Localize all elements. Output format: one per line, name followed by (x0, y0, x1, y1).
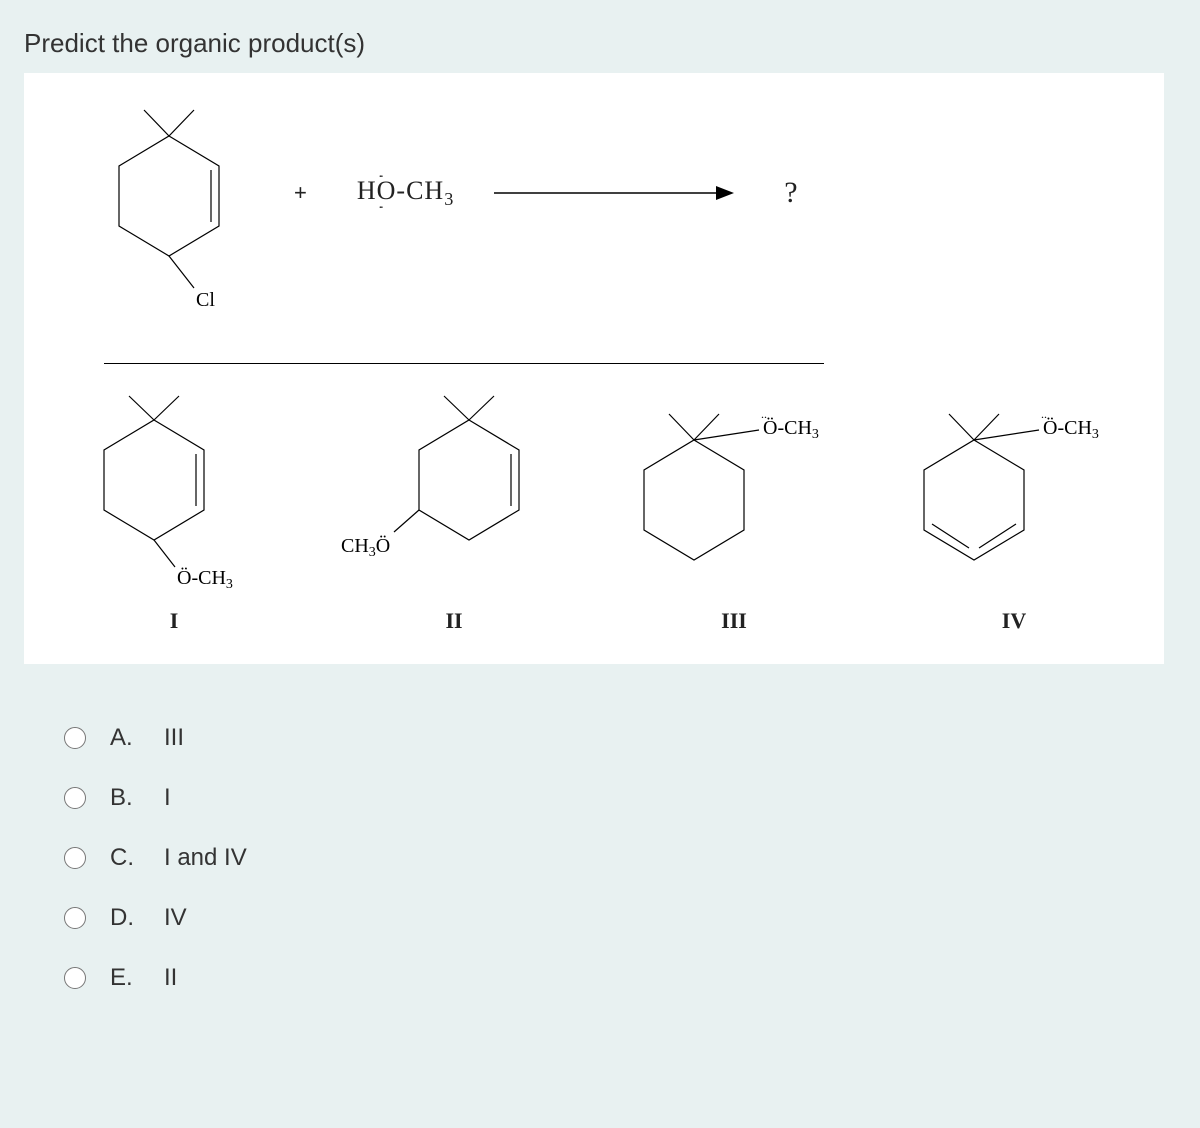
option-E-letter: E. (110, 964, 140, 992)
svg-text:Ö-CH3: Ö-CH3 (1043, 416, 1099, 442)
option-C-radio[interactable] (64, 847, 86, 869)
products-row: Ö-CH3 I CH3Ö II (44, 384, 1144, 644)
product-III: Ö-CH3 .. III (604, 402, 864, 634)
option-E-radio[interactable] (64, 967, 86, 989)
option-A[interactable]: A. III (64, 724, 1176, 752)
option-C-text: I and IV (164, 844, 247, 872)
option-E-text: II (164, 964, 177, 992)
product-III-label: III (721, 608, 747, 634)
svg-text:Ö-CH3: Ö-CH3 (177, 566, 233, 592)
cl-label: Cl (196, 289, 215, 311)
option-B-text: I (164, 784, 171, 812)
options-list: A. III B. I C. I and IV D. IV E. II (64, 724, 1176, 992)
question-title: Predict the organic product(s) (24, 28, 1176, 59)
product-II: CH3Ö II (324, 392, 584, 634)
option-A-text: III (164, 724, 184, 752)
option-A-radio[interactable] (64, 727, 86, 749)
figure-panel: Cl + HO-CH3 ? (24, 73, 1164, 664)
option-C[interactable]: C. I and IV (64, 844, 1176, 872)
divider (104, 363, 824, 364)
option-D[interactable]: D. IV (64, 904, 1176, 932)
option-C-letter: C. (110, 844, 140, 872)
option-B-letter: B. (110, 784, 140, 812)
svg-text:..: .. (761, 407, 767, 421)
product-I: Ö-CH3 I (44, 392, 304, 634)
reaction-row: Cl + HO-CH3 ? (44, 83, 1144, 343)
plus-sign: + (294, 180, 307, 206)
reaction-arrow (484, 181, 744, 205)
product-I-label: I (170, 608, 179, 634)
option-B-radio[interactable] (64, 787, 86, 809)
option-D-letter: D. (110, 904, 140, 932)
option-D-text: IV (164, 904, 187, 932)
option-E[interactable]: E. II (64, 964, 1176, 992)
product-II-label: II (445, 608, 462, 634)
svg-text:CH3Ö: CH3Ö (341, 534, 390, 560)
product-placeholder: ? (784, 176, 797, 210)
product-IV-label: IV (1002, 608, 1026, 634)
svg-text:..: .. (1041, 407, 1047, 421)
option-D-radio[interactable] (64, 907, 86, 929)
option-B[interactable]: B. I (64, 784, 1176, 812)
svg-text:Ö-CH3: Ö-CH3 (763, 416, 819, 442)
option-A-letter: A. (110, 724, 140, 752)
product-IV: Ö-CH3 .. IV (884, 402, 1144, 634)
starting-material-structure: Cl (84, 98, 254, 328)
reagent-label: HO-CH3 (357, 176, 454, 210)
